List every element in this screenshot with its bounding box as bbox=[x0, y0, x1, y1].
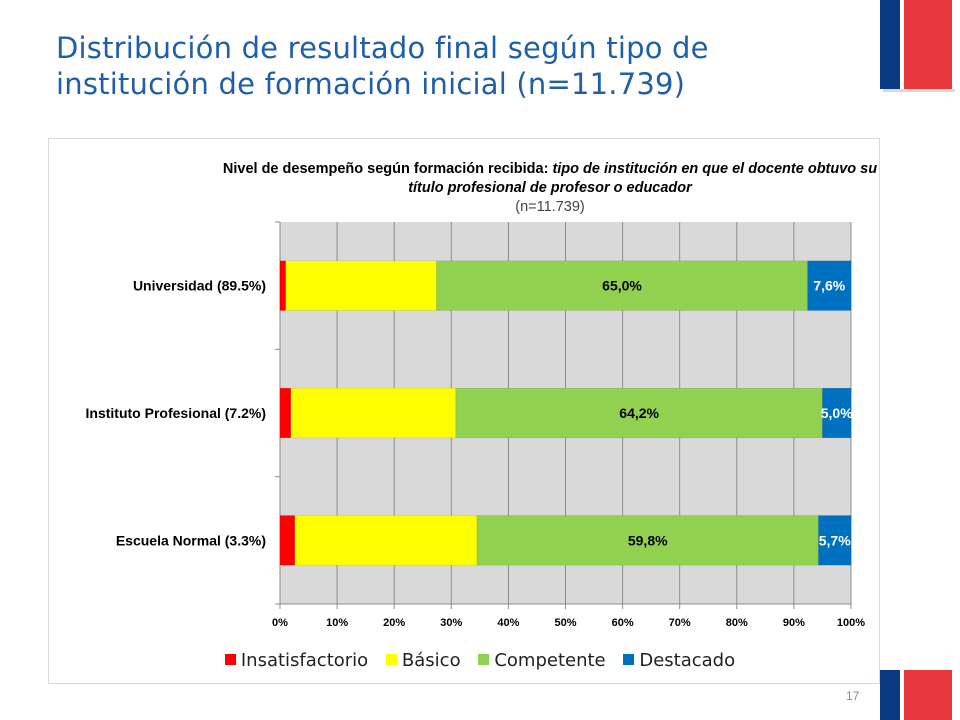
category-label: Universidad (89.5%) bbox=[133, 278, 266, 294]
page-number: 17 bbox=[846, 689, 860, 703]
x-tick-label: 60% bbox=[612, 617, 634, 629]
legend-swatch bbox=[224, 654, 236, 665]
data-label: 5,7% bbox=[819, 532, 851, 548]
legend-swatch bbox=[623, 654, 635, 665]
chile-flag-decoration-bottom bbox=[880, 670, 952, 720]
category-label: Escuela Normal (3.3%) bbox=[116, 532, 266, 548]
x-tick-label: 30% bbox=[440, 617, 462, 629]
data-label: 59,8% bbox=[628, 532, 668, 548]
chart-title-bold: Nivel de desempeño según formación recib… bbox=[222, 161, 549, 177]
legend-swatch bbox=[385, 654, 397, 665]
chart-legend: Insatisfactorio Básico Competente Destac… bbox=[0, 650, 960, 671]
bar-segment bbox=[279, 515, 296, 566]
category-label: Instituto Profesional (7.2%) bbox=[86, 405, 266, 421]
data-label: 7,6% bbox=[813, 278, 845, 294]
x-tick-label: 10% bbox=[326, 617, 348, 629]
x-tick-label: 70% bbox=[669, 617, 691, 629]
bar-segment bbox=[822, 387, 852, 439]
chile-flag-decoration bbox=[880, 0, 955, 92]
legend-label: Destacado bbox=[639, 650, 736, 671]
legend-swatch bbox=[478, 654, 490, 665]
legend-item-basico: Básico bbox=[385, 650, 461, 671]
bar-segment bbox=[476, 515, 819, 566]
legend-item-insatisfactorio: Insatisfactorio bbox=[224, 650, 369, 671]
bar-segment bbox=[279, 260, 286, 311]
legend-item-destacado: Destacado bbox=[623, 650, 735, 671]
x-tick-label: 20% bbox=[383, 617, 405, 629]
bar-segment bbox=[285, 260, 437, 311]
chart-title: Nivel de desempeño según formación recib… bbox=[210, 160, 890, 217]
chart-title-n: (n=11.739) bbox=[515, 199, 585, 215]
x-tick-label: 90% bbox=[783, 617, 805, 629]
x-tick-label: 50% bbox=[554, 617, 576, 629]
legend-label: Básico bbox=[401, 650, 461, 671]
data-label: 5,0% bbox=[821, 405, 853, 421]
chart-title-italic: tipo de institución en que el docente ob… bbox=[408, 161, 878, 196]
bar-segment bbox=[279, 387, 292, 439]
legend-label: Competente bbox=[494, 650, 606, 671]
bar-segment bbox=[294, 515, 478, 566]
slide-title: Distribución de resultado final según ti… bbox=[56, 31, 709, 101]
x-tick-label: 80% bbox=[726, 617, 748, 629]
x-tick-label: 40% bbox=[497, 617, 519, 629]
x-tick-label: 0% bbox=[272, 617, 288, 629]
legend-label: Insatisfactorio bbox=[240, 650, 369, 671]
bar-segment bbox=[818, 515, 852, 566]
legend-item-competente: Competente bbox=[478, 650, 606, 671]
bar-segment bbox=[455, 387, 823, 439]
x-tick-label: 100% bbox=[837, 617, 865, 629]
bar-segment bbox=[807, 260, 852, 311]
bar-segment bbox=[290, 387, 457, 439]
data-label: 65,0% bbox=[602, 278, 642, 294]
bar-segment bbox=[436, 260, 808, 311]
data-label: 64,2% bbox=[619, 405, 659, 421]
